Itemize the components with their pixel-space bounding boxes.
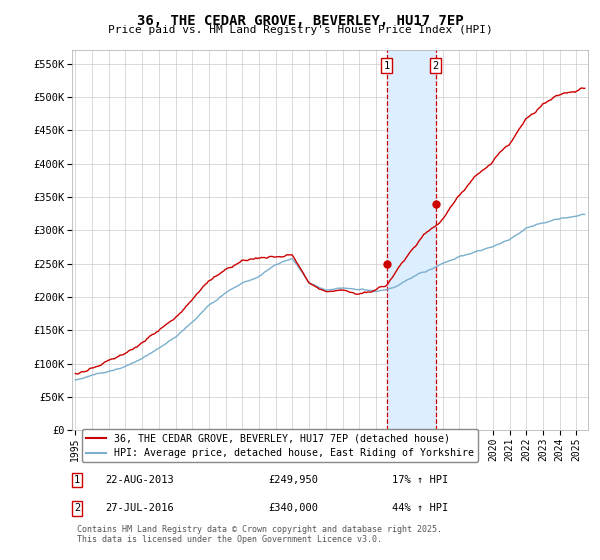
Text: 1: 1: [74, 475, 80, 485]
Text: £340,000: £340,000: [268, 503, 318, 514]
Text: £249,950: £249,950: [268, 475, 318, 485]
Text: 44% ↑ HPI: 44% ↑ HPI: [392, 503, 448, 514]
Text: 2: 2: [74, 503, 80, 514]
Bar: [386, 50, 436, 430]
Text: 17% ↑ HPI: 17% ↑ HPI: [392, 475, 448, 485]
Text: Contains HM Land Registry data © Crown copyright and database right 2025.
This d: Contains HM Land Registry data © Crown c…: [77, 525, 442, 544]
Text: 1: 1: [383, 60, 390, 71]
Text: 22-AUG-2013: 22-AUG-2013: [106, 475, 174, 485]
Text: 27-JUL-2016: 27-JUL-2016: [106, 503, 174, 514]
Text: Price paid vs. HM Land Registry's House Price Index (HPI): Price paid vs. HM Land Registry's House …: [107, 25, 493, 35]
Text: 36, THE CEDAR GROVE, BEVERLEY, HU17 7EP: 36, THE CEDAR GROVE, BEVERLEY, HU17 7EP: [137, 14, 463, 28]
Legend: 36, THE CEDAR GROVE, BEVERLEY, HU17 7EP (detached house), HPI: Average price, de: 36, THE CEDAR GROVE, BEVERLEY, HU17 7EP …: [82, 429, 478, 462]
Text: 2: 2: [433, 60, 439, 71]
